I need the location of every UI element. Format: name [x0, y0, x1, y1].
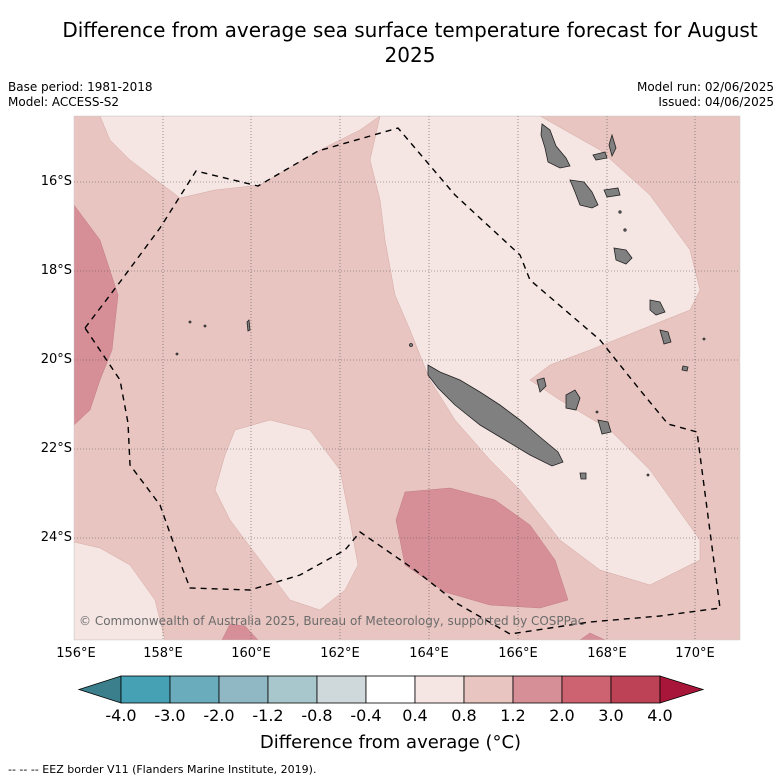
colorbar-segment [316, 675, 367, 704]
small-islet-a [188, 320, 192, 324]
anomaly-light-region-east [369, 116, 701, 586]
vanuatu-ambae-island [592, 151, 608, 161]
anomaly-dark-region-south [395, 487, 569, 609]
colorbar-tick-label: 1.2 [500, 706, 526, 725]
colorbar-arrow-high [659, 675, 705, 704]
colorbar-tick-label: -1.2 [252, 706, 284, 725]
meta-left: Base period: 1981-2018 Model: ACCESS-S2 [8, 80, 153, 110]
small-islet-f [595, 410, 599, 414]
anomaly-dark-region-bottom-right [579, 632, 606, 640]
colorbar-segment [463, 675, 514, 704]
lon-label-158: 158°E [143, 646, 183, 661]
colorbar [77, 675, 705, 704]
vanuatu-espiritu-santo-island [540, 123, 571, 169]
colorbar-segment [267, 675, 318, 704]
lon-label-164: 164°E [409, 646, 449, 661]
southern-vanuatu-islet [681, 365, 689, 372]
vanuatu-tanna-island [659, 329, 672, 345]
colorbar-title: Difference from average (°C) [259, 732, 522, 753]
colorbar-tick-label: -3.0 [154, 706, 186, 725]
lat-label-20s: 20°S [40, 352, 72, 367]
lon-label-162: 162°E [320, 646, 360, 661]
loyalty-ouvea-island [536, 377, 547, 393]
issued-date: Issued: 04/06/2025 [658, 95, 774, 109]
anomaly-light-region-north [99, 116, 381, 199]
loyalty-lifou-island [565, 389, 581, 411]
small-islet-e [646, 473, 650, 477]
gridlines [74, 116, 740, 640]
colorbar-segment [120, 675, 171, 704]
colorbar-segment [561, 675, 612, 704]
colorbar-tick-label: 0.4 [402, 706, 428, 725]
colorbar-segment [169, 675, 220, 704]
copyright-credit: © Commonwealth of Australia 2025, Bureau… [79, 614, 585, 628]
map-body [74, 116, 740, 640]
vanuatu-efate-island [613, 247, 633, 265]
colorbar-tick-label: 3.0 [598, 706, 624, 725]
map-title: Difference from average sea surface temp… [62, 18, 758, 67]
loyalty-mare-island [597, 419, 612, 435]
small-islet-d [702, 337, 706, 341]
map-frame [73, 115, 741, 641]
vanuatu-ambrym-island [603, 187, 621, 198]
lat-label-18s: 18°S [40, 263, 72, 278]
anomaly-light-region-southwest [74, 541, 166, 640]
eez-border [84, 127, 721, 635]
vanuatu-pentecost-island [608, 133, 617, 158]
small-islet-c [175, 352, 179, 356]
vanuatu-malekula-island [569, 179, 599, 209]
base-period: Base period: 1981-2018 [8, 80, 153, 94]
anomaly-dark-region-west [74, 204, 119, 426]
lon-label-160: 160°E [231, 646, 271, 661]
colorbar-tick-label: -0.8 [301, 706, 333, 725]
lon-label-166: 166°E [498, 646, 538, 661]
small-islet-g [618, 210, 622, 214]
meta-right: Model run: 02/06/2025 Issued: 04/06/2025 [637, 80, 774, 110]
colorbar-segment [365, 675, 416, 704]
lon-label-170: 170°E [675, 646, 715, 661]
small-islet-b [203, 324, 207, 328]
colorbar-tick-label: 4.0 [647, 706, 673, 725]
eez-footnote: -- -- -- EEZ border V11 (Flanders Marine… [8, 763, 317, 776]
belep-islet [409, 343, 413, 347]
vanuatu-erromango-island [649, 299, 666, 316]
lat-label-22s: 22°S [40, 441, 72, 456]
colorbar-segment [414, 675, 465, 704]
lon-label-168: 168°E [587, 646, 627, 661]
colorbar-segment [512, 675, 563, 704]
colorbar-tick-label: -0.4 [350, 706, 382, 725]
land-masses [175, 123, 706, 480]
colorbar-tick-label: 2.0 [549, 706, 575, 725]
colorbar-arrow-low [77, 675, 122, 704]
lat-label-24s: 24°S [40, 530, 72, 545]
chesterfield-islet [246, 319, 251, 332]
colorbar-tick-label: -4.0 [105, 706, 137, 725]
new-caledonia-island [427, 364, 564, 467]
lon-label-156: 156°E [56, 646, 96, 661]
anomaly-dark-region-bottom [221, 623, 259, 640]
colorbar-tick-label: 0.8 [451, 706, 477, 725]
model-name: Model: ACCESS-S2 [8, 95, 120, 109]
colorbar-segment [218, 675, 269, 704]
colorbar-segment [610, 675, 661, 704]
isle-of-pines [579, 472, 587, 480]
small-islet-h [623, 228, 627, 232]
model-run: Model run: 02/06/2025 [636, 80, 774, 94]
lat-label-16s: 16°S [40, 174, 72, 189]
colorbar-tick-label: -2.0 [203, 706, 235, 725]
